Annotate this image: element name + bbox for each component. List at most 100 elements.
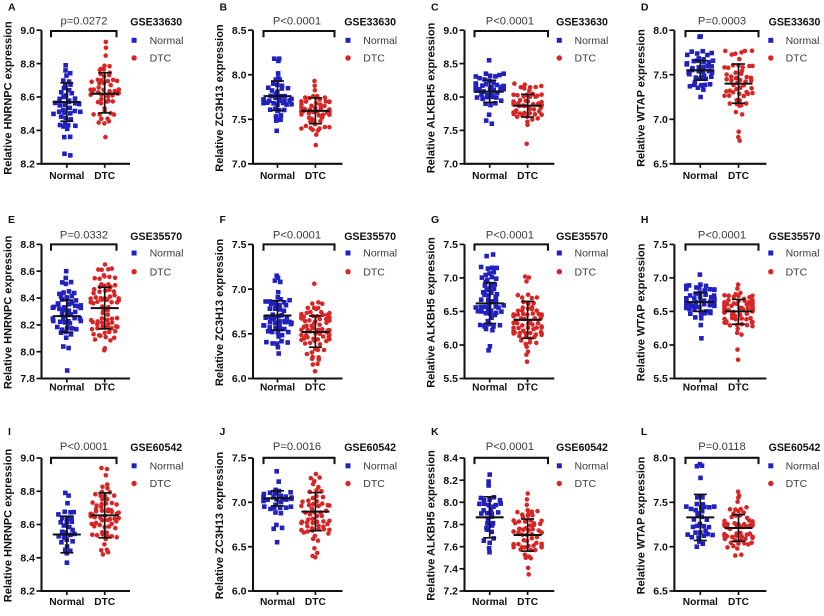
svg-text:8.0: 8.0 — [653, 25, 668, 37]
svg-text:DTC: DTC — [786, 478, 808, 490]
svg-text:GSE60542: GSE60542 — [769, 442, 821, 454]
svg-text:GSE33630: GSE33630 — [130, 17, 182, 29]
svg-text:DTC: DTC — [94, 171, 116, 182]
svg-text:Relative ZC3H13 expression: Relative ZC3H13 expression — [214, 452, 226, 600]
svg-text:Normal: Normal — [150, 248, 184, 260]
svg-text:Normal: Normal — [575, 35, 609, 47]
svg-text:8.4: 8.4 — [20, 293, 35, 305]
svg-text:6.5: 6.5 — [653, 159, 668, 171]
svg-text:6.5: 6.5 — [653, 586, 668, 598]
svg-text:8.8: 8.8 — [20, 486, 35, 498]
svg-text:DTC: DTC — [575, 266, 597, 278]
svg-text:DTC: DTC — [786, 266, 808, 278]
svg-text:F: F — [220, 214, 227, 226]
svg-text:DTC: DTC — [94, 383, 116, 394]
svg-text:8.0: 8.0 — [443, 92, 458, 104]
svg-text:P<0.0001: P<0.0001 — [486, 16, 534, 28]
svg-text:GSE60542: GSE60542 — [130, 442, 182, 454]
svg-text:7.5: 7.5 — [443, 125, 458, 137]
svg-text:H: H — [641, 214, 649, 226]
svg-text:Normal: Normal — [472, 171, 507, 182]
svg-text:Normal: Normal — [49, 171, 84, 182]
svg-text:9.0: 9.0 — [20, 453, 35, 465]
svg-text:GSE33630: GSE33630 — [344, 17, 396, 29]
svg-text:DTC: DTC — [150, 266, 172, 278]
svg-text:J: J — [220, 426, 226, 438]
svg-text:P=0.0016: P=0.0016 — [273, 441, 321, 453]
svg-text:Normal: Normal — [683, 171, 718, 182]
svg-text:8.6: 8.6 — [20, 266, 35, 278]
svg-text:7.0: 7.0 — [232, 159, 247, 171]
svg-text:5.5: 5.5 — [653, 373, 668, 385]
svg-text:9.0: 9.0 — [20, 25, 35, 37]
svg-text:Relative HNRNPC expression: Relative HNRNPC expression — [3, 235, 15, 389]
svg-text:8.0: 8.0 — [443, 497, 458, 509]
svg-text:7.5: 7.5 — [653, 69, 668, 81]
svg-text:7.0: 7.0 — [653, 273, 668, 285]
svg-text:K: K — [431, 426, 439, 438]
svg-text:Normal: Normal — [683, 597, 718, 608]
svg-text:Normal: Normal — [150, 460, 184, 472]
svg-text:Normal: Normal — [49, 597, 84, 608]
svg-text:GSE60542: GSE60542 — [344, 442, 396, 454]
svg-text:GSE60542: GSE60542 — [556, 442, 608, 454]
svg-text:8.6: 8.6 — [20, 519, 35, 531]
svg-text:DTC: DTC — [305, 597, 327, 608]
svg-text:B: B — [220, 2, 228, 14]
svg-text:Normal: Normal — [683, 383, 718, 394]
svg-text:P=0.0332: P=0.0332 — [60, 230, 108, 242]
svg-text:7.8: 7.8 — [443, 519, 458, 531]
svg-text:P<0.0001: P<0.0001 — [486, 441, 534, 453]
svg-text:7.0: 7.0 — [232, 284, 247, 296]
svg-text:GSE33630: GSE33630 — [769, 17, 821, 29]
svg-text:GSE35570: GSE35570 — [769, 231, 821, 243]
svg-text:Normal: Normal — [49, 383, 84, 394]
svg-text:7.0: 7.0 — [443, 159, 458, 171]
svg-text:DTC: DTC — [363, 53, 385, 65]
svg-text:DTC: DTC — [575, 53, 597, 65]
svg-text:DTC: DTC — [728, 171, 750, 182]
svg-text:DTC: DTC — [575, 478, 597, 490]
svg-text:Relative ALKBH5 expression: Relative ALKBH5 expression — [426, 22, 438, 173]
svg-text:GSE35570: GSE35570 — [556, 231, 608, 243]
svg-text:Relative WTAP expression: Relative WTAP expression — [635, 29, 647, 167]
svg-text:7.5: 7.5 — [653, 239, 668, 251]
svg-text:Relative ZC3H13 expression: Relative ZC3H13 expression — [214, 238, 226, 386]
svg-text:Normal: Normal — [363, 460, 397, 472]
svg-text:Normal: Normal — [260, 383, 295, 394]
svg-text:7.5: 7.5 — [232, 114, 247, 126]
svg-text:DTC: DTC — [786, 53, 808, 65]
svg-text:Normal: Normal — [472, 597, 507, 608]
svg-text:Relative HNRNPC expression: Relative HNRNPC expression — [3, 449, 15, 603]
svg-text:DTC: DTC — [517, 171, 539, 182]
svg-text:Normal: Normal — [150, 35, 184, 47]
svg-text:GSE33630: GSE33630 — [556, 17, 608, 29]
svg-text:7.4: 7.4 — [443, 564, 458, 576]
svg-text:P<0.0001: P<0.0001 — [486, 230, 534, 242]
svg-text:Normal: Normal — [363, 35, 397, 47]
svg-text:DTC: DTC — [517, 597, 539, 608]
svg-text:D: D — [641, 2, 649, 14]
svg-text:6.0: 6.0 — [232, 373, 247, 385]
svg-text:DTC: DTC — [517, 383, 539, 394]
svg-text:6.5: 6.5 — [232, 541, 247, 553]
svg-text:6.5: 6.5 — [653, 306, 668, 318]
svg-text:8.2: 8.2 — [443, 475, 458, 487]
svg-text:Normal: Normal — [786, 35, 820, 47]
svg-text:8.0: 8.0 — [20, 346, 35, 358]
svg-text:DTC: DTC — [305, 383, 327, 394]
svg-text:8.2: 8.2 — [20, 159, 35, 171]
svg-text:Normal: Normal — [472, 383, 507, 394]
svg-text:9.0: 9.0 — [443, 25, 458, 37]
svg-text:Normal: Normal — [260, 597, 295, 608]
svg-text:7.6: 7.6 — [443, 541, 458, 553]
svg-text:P<0.0001: P<0.0001 — [60, 441, 108, 453]
svg-text:8.0: 8.0 — [232, 69, 247, 81]
svg-text:7.8: 7.8 — [20, 373, 35, 385]
svg-text:L: L — [641, 426, 648, 438]
svg-text:8.4: 8.4 — [20, 553, 35, 565]
svg-text:8.0: 8.0 — [653, 453, 668, 465]
svg-text:7.2: 7.2 — [443, 586, 458, 598]
svg-text:8.4: 8.4 — [443, 453, 458, 465]
svg-text:Normal: Normal — [363, 248, 397, 260]
